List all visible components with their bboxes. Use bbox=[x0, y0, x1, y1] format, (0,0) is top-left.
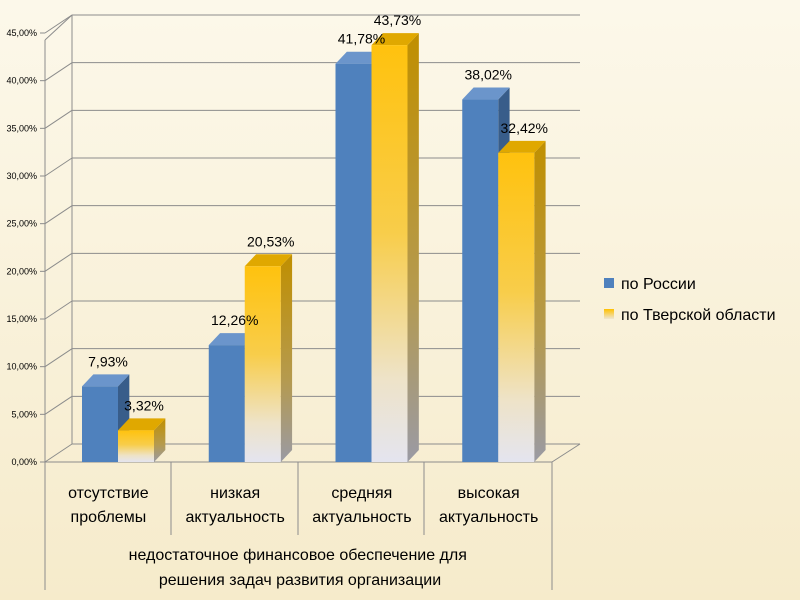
legend-label-tver: по Тверской области bbox=[621, 307, 776, 324]
category-group-label: недостаточное финансовое обеспечение для… bbox=[129, 547, 472, 589]
category-group-label-line: недостаточное финансовое обеспечение для bbox=[129, 547, 467, 564]
data-label: 12,26% bbox=[211, 312, 258, 328]
y-tick-label: 15,00% bbox=[6, 314, 37, 324]
data-labels: 7,93% 3,32% 12,26% 20,53% 41,78% 43,73% 38,02%… bbox=[88, 12, 548, 413]
bar bbox=[371, 33, 419, 463]
y-tick-label: 25,00% bbox=[6, 219, 37, 229]
bar-front bbox=[498, 152, 535, 463]
gridline bbox=[44, 109, 73, 129]
y-tick-label: 40,00% bbox=[6, 76, 37, 86]
data-label: 20,53% bbox=[247, 233, 294, 249]
bar-top bbox=[498, 140, 546, 153]
legend-label-russia: по России bbox=[621, 276, 696, 293]
bar-front bbox=[244, 266, 281, 462]
y-tick-label: 10,00% bbox=[6, 362, 37, 372]
bar-top bbox=[208, 333, 257, 346]
bar-top bbox=[118, 418, 166, 431]
gridline bbox=[44, 157, 73, 177]
y-tick-label: 30,00% bbox=[6, 171, 37, 181]
x-category-label-line: средняя bbox=[331, 485, 392, 502]
x-category-label-line: отсутствие bbox=[68, 485, 149, 502]
x-category-label-line: низкая bbox=[210, 485, 260, 502]
data-label: 7,93% bbox=[88, 353, 128, 369]
y-tick-label: 45,00% bbox=[6, 28, 37, 38]
gridline bbox=[44, 14, 73, 34]
data-label: 32,42% bbox=[501, 120, 548, 136]
bar-side bbox=[534, 140, 546, 463]
data-label: 38,02% bbox=[465, 67, 512, 83]
legend: по России по Тверской области bbox=[604, 276, 776, 324]
bars bbox=[82, 33, 546, 463]
legend-swatch-russia bbox=[604, 278, 614, 288]
bar bbox=[118, 418, 166, 462]
x-category-label-line: высокая bbox=[458, 485, 520, 502]
bar-side bbox=[407, 33, 419, 463]
bar-top bbox=[244, 254, 293, 267]
bar-top bbox=[371, 33, 419, 46]
bar-front bbox=[118, 430, 154, 462]
gridline bbox=[44, 395, 73, 415]
category-group-label-line: решения задач развития организации bbox=[159, 572, 441, 589]
bar-side bbox=[280, 254, 293, 462]
data-label: 43,73% bbox=[374, 12, 421, 28]
gridline bbox=[44, 62, 73, 82]
legend-swatch-tver bbox=[604, 309, 614, 319]
x-category-label: средняя актуальность bbox=[312, 485, 411, 526]
bar-front bbox=[335, 63, 372, 463]
bar-top bbox=[462, 87, 510, 100]
gridline bbox=[44, 348, 73, 368]
bar-front bbox=[462, 99, 499, 462]
bar bbox=[498, 140, 546, 463]
bar-front bbox=[208, 345, 245, 462]
x-category-label-line: актуальность bbox=[312, 509, 411, 526]
x-category-label-line: актуальность bbox=[439, 509, 538, 526]
category-table bbox=[44, 462, 553, 590]
bar-front bbox=[82, 386, 118, 462]
y-tick-label: 0,00% bbox=[11, 457, 37, 467]
bar bbox=[244, 254, 293, 462]
x-category-label: высокая актуальность bbox=[439, 485, 538, 526]
gridline bbox=[44, 252, 73, 272]
y-tick-label: 20,00% bbox=[6, 266, 37, 276]
bar-side bbox=[154, 418, 166, 462]
x-category-label: низкая актуальность bbox=[185, 485, 284, 526]
bar-top bbox=[335, 51, 383, 64]
y-axis: 0,00% 5,00% 10,00% 15,00% 20,00% 25,00% 30,00%… bbox=[6, 28, 45, 467]
y-tick-label: 35,00% bbox=[6, 123, 37, 133]
data-label: 3,32% bbox=[124, 397, 164, 413]
bar-top bbox=[82, 374, 130, 387]
data-label: 41,78% bbox=[338, 31, 385, 47]
bar-front bbox=[371, 45, 408, 463]
gridline bbox=[44, 205, 73, 225]
x-category-label-line: актуальность bbox=[185, 509, 284, 526]
y-tick-label: 5,00% bbox=[11, 409, 37, 419]
x-category-label-line: проблемы bbox=[71, 509, 147, 526]
gridline bbox=[44, 300, 73, 320]
x-category-label: отсутствие проблемы bbox=[68, 485, 149, 526]
